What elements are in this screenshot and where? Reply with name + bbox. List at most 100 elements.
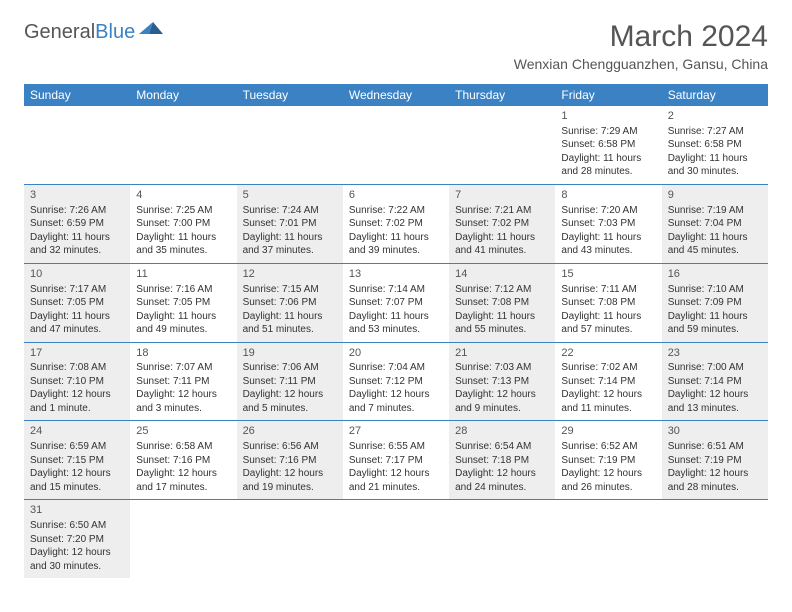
day-cell: 17Sunrise: 7:08 AMSunset: 7:10 PMDayligh… <box>24 342 130 421</box>
daylight2-label: and 35 minutes. <box>136 244 230 258</box>
page-header: GeneralBlue March 2024 Wenxian Chengguan… <box>24 20 768 78</box>
daylight2-label: and 9 minutes. <box>455 402 549 416</box>
day-cell: 20Sunrise: 7:04 AMSunset: 7:12 PMDayligh… <box>343 342 449 421</box>
daylight1-label: Daylight: 12 hours <box>668 467 762 481</box>
empty-cell <box>449 500 555 578</box>
daylight2-label: and 26 minutes. <box>561 481 655 495</box>
sunset-label: Sunset: 7:18 PM <box>455 454 549 468</box>
sunrise-label: Sunrise: 7:02 AM <box>561 361 655 375</box>
day-number: 14 <box>455 267 549 282</box>
day-number: 20 <box>349 346 443 361</box>
day-cell: 15Sunrise: 7:11 AMSunset: 7:08 PMDayligh… <box>555 263 661 342</box>
sunset-label: Sunset: 7:02 PM <box>455 217 549 231</box>
sunrise-label: Sunrise: 7:21 AM <box>455 204 549 218</box>
day-number: 6 <box>349 188 443 203</box>
sunrise-label: Sunrise: 7:16 AM <box>136 283 230 297</box>
empty-cell <box>237 500 343 578</box>
sunrise-label: Sunrise: 7:19 AM <box>668 204 762 218</box>
day-cell: 4Sunrise: 7:25 AMSunset: 7:00 PMDaylight… <box>130 184 236 263</box>
daylight2-label: and 28 minutes. <box>668 481 762 495</box>
sunset-label: Sunset: 7:03 PM <box>561 217 655 231</box>
sunset-label: Sunset: 7:14 PM <box>561 375 655 389</box>
day-number: 22 <box>561 346 655 361</box>
calendar-table: SundayMondayTuesdayWednesdayThursdayFrid… <box>24 84 768 578</box>
sunset-label: Sunset: 7:15 PM <box>30 454 124 468</box>
daylight1-label: Daylight: 11 hours <box>561 152 655 166</box>
daylight2-label: and 28 minutes. <box>561 165 655 179</box>
daylight1-label: Daylight: 11 hours <box>30 231 124 245</box>
sunset-label: Sunset: 7:08 PM <box>455 296 549 310</box>
daylight1-label: Daylight: 11 hours <box>455 310 549 324</box>
sunrise-label: Sunrise: 6:52 AM <box>561 440 655 454</box>
day-number: 18 <box>136 346 230 361</box>
flag-icon <box>139 20 167 44</box>
sunrise-label: Sunrise: 7:07 AM <box>136 361 230 375</box>
day-number: 16 <box>668 267 762 282</box>
day-cell: 26Sunrise: 6:56 AMSunset: 7:16 PMDayligh… <box>237 421 343 500</box>
daylight1-label: Daylight: 11 hours <box>668 310 762 324</box>
calendar-row: 31Sunrise: 6:50 AMSunset: 7:20 PMDayligh… <box>24 500 768 578</box>
title-block: March 2024 Wenxian Chengguanzhen, Gansu,… <box>514 20 768 78</box>
sunrise-label: Sunrise: 7:24 AM <box>243 204 337 218</box>
day-cell: 25Sunrise: 6:58 AMSunset: 7:16 PMDayligh… <box>130 421 236 500</box>
daylight1-label: Daylight: 11 hours <box>30 310 124 324</box>
day-number: 15 <box>561 267 655 282</box>
day-cell: 8Sunrise: 7:20 AMSunset: 7:03 PMDaylight… <box>555 184 661 263</box>
day-cell: 31Sunrise: 6:50 AMSunset: 7:20 PMDayligh… <box>24 500 130 578</box>
daylight2-label: and 30 minutes. <box>30 560 124 574</box>
calendar-row: 3Sunrise: 7:26 AMSunset: 6:59 PMDaylight… <box>24 184 768 263</box>
day-cell: 30Sunrise: 6:51 AMSunset: 7:19 PMDayligh… <box>662 421 768 500</box>
daylight1-label: Daylight: 12 hours <box>243 467 337 481</box>
sunrise-label: Sunrise: 7:14 AM <box>349 283 443 297</box>
sunset-label: Sunset: 7:05 PM <box>136 296 230 310</box>
day-cell: 14Sunrise: 7:12 AMSunset: 7:08 PMDayligh… <box>449 263 555 342</box>
sunset-label: Sunset: 7:10 PM <box>30 375 124 389</box>
daylight2-label: and 41 minutes. <box>455 244 549 258</box>
daylight2-label: and 1 minute. <box>30 402 124 416</box>
brand-name-1: General <box>24 21 95 44</box>
daylight2-label: and 3 minutes. <box>136 402 230 416</box>
day-cell: 24Sunrise: 6:59 AMSunset: 7:15 PMDayligh… <box>24 421 130 500</box>
day-number: 28 <box>455 424 549 439</box>
day-header: Sunday <box>24 84 130 106</box>
sunset-label: Sunset: 7:01 PM <box>243 217 337 231</box>
day-number: 1 <box>561 109 655 124</box>
day-cell: 1Sunrise: 7:29 AMSunset: 6:58 PMDaylight… <box>555 106 661 184</box>
sunrise-label: Sunrise: 6:59 AM <box>30 440 124 454</box>
daylight2-label: and 24 minutes. <box>455 481 549 495</box>
daylight2-label: and 47 minutes. <box>30 323 124 337</box>
daylight1-label: Daylight: 12 hours <box>455 467 549 481</box>
sunset-label: Sunset: 6:59 PM <box>30 217 124 231</box>
day-cell: 13Sunrise: 7:14 AMSunset: 7:07 PMDayligh… <box>343 263 449 342</box>
daylight2-label: and 11 minutes. <box>561 402 655 416</box>
day-number: 24 <box>30 424 124 439</box>
sunrise-label: Sunrise: 6:56 AM <box>243 440 337 454</box>
sunrise-label: Sunrise: 6:58 AM <box>136 440 230 454</box>
day-cell: 12Sunrise: 7:15 AMSunset: 7:06 PMDayligh… <box>237 263 343 342</box>
day-cell: 6Sunrise: 7:22 AMSunset: 7:02 PMDaylight… <box>343 184 449 263</box>
day-cell: 22Sunrise: 7:02 AMSunset: 7:14 PMDayligh… <box>555 342 661 421</box>
day-cell: 19Sunrise: 7:06 AMSunset: 7:11 PMDayligh… <box>237 342 343 421</box>
daylight1-label: Daylight: 11 hours <box>349 310 443 324</box>
empty-cell <box>449 106 555 184</box>
daylight2-label: and 53 minutes. <box>349 323 443 337</box>
day-number: 30 <box>668 424 762 439</box>
day-number: 17 <box>30 346 124 361</box>
day-number: 2 <box>668 109 762 124</box>
day-cell: 11Sunrise: 7:16 AMSunset: 7:05 PMDayligh… <box>130 263 236 342</box>
daylight2-label: and 43 minutes. <box>561 244 655 258</box>
calendar-row: 24Sunrise: 6:59 AMSunset: 7:15 PM Dayligh… <box>24 421 768 500</box>
sunrise-label: Sunrise: 7:22 AM <box>349 204 443 218</box>
day-number: 4 <box>136 188 230 203</box>
calendar-row: 1Sunrise: 7:29 AMSunset: 6:58 PMDaylight… <box>24 106 768 184</box>
daylight1-label: Daylight: 11 hours <box>243 310 337 324</box>
day-number: 21 <box>455 346 549 361</box>
sunrise-label: Sunrise: 7:06 AM <box>243 361 337 375</box>
daylight1-label: Daylight: 11 hours <box>349 231 443 245</box>
daylight1-label: Daylight: 12 hours <box>30 388 124 402</box>
daylight1-label: Daylight: 12 hours <box>561 467 655 481</box>
sunset-label: Sunset: 7:11 PM <box>243 375 337 389</box>
day-cell: 5Sunrise: 7:24 AMSunset: 7:01 PMDaylight… <box>237 184 343 263</box>
sunset-label: Sunset: 7:17 PM <box>349 454 443 468</box>
daylight2-label: and 15 minutes. <box>30 481 124 495</box>
